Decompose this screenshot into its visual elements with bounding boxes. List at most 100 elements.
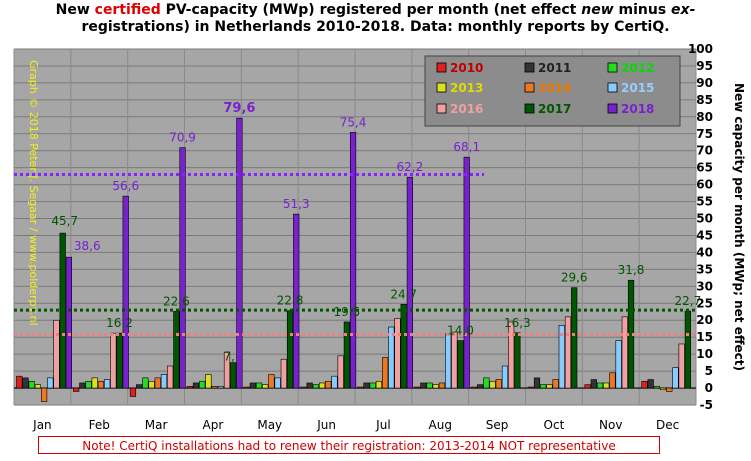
bar-2015-jan — [47, 377, 54, 389]
y-tick-label: 35 — [696, 262, 713, 276]
bar-2010-oct — [527, 386, 534, 389]
legend-label-2017: 2017 — [538, 102, 571, 116]
legend-label-2014: 2014 — [538, 81, 571, 95]
y-tick-label: 5 — [705, 364, 713, 378]
bar-2013-dec — [659, 387, 667, 391]
bar-2011-dec — [647, 379, 654, 389]
data-label-2017-mar: 22,6 — [163, 294, 190, 308]
bar-2015-aug — [445, 333, 452, 389]
bar-2017-sep — [514, 332, 521, 389]
y-tick-label: 95 — [696, 59, 713, 73]
bar-2010-feb — [73, 387, 80, 392]
bar-2012-jan — [28, 380, 35, 389]
bar-2018-jul — [406, 176, 414, 389]
data-label-2017-jun: 19,5 — [334, 305, 361, 319]
bar-2011-feb — [79, 382, 86, 389]
y-tick-label: 70 — [696, 144, 713, 158]
x-tick-label-aug: Aug — [429, 418, 452, 432]
bar-2016-aug — [451, 331, 458, 389]
bar-2014-jul — [381, 357, 389, 389]
y-tick-label: 25 — [696, 296, 713, 310]
legend-label-2012: 2012 — [621, 61, 654, 75]
y-tick-label: 80 — [696, 110, 713, 124]
legend-swatch-2014 — [524, 82, 535, 93]
bar-2018-may — [293, 213, 300, 389]
data-label-2017-oct: 29,6 — [561, 271, 588, 285]
bar-2013-sep — [489, 380, 496, 389]
data-label-2018-aug: 68,1 — [453, 140, 480, 154]
y-tick-label: 85 — [696, 93, 713, 107]
bar-2012-sep — [483, 377, 490, 389]
legend-swatch-2018 — [607, 103, 618, 114]
bar-2014-nov — [609, 372, 616, 389]
bar-2011-mar — [136, 384, 143, 389]
bar-2012-jul — [369, 382, 376, 389]
data-label-2017-nov: 31,8 — [618, 263, 645, 277]
bar-2012-oct — [540, 384, 547, 389]
title-line-1: New certified PV-capacity (MWp) register… — [55, 2, 696, 18]
bar-2018-jun — [349, 132, 357, 389]
bar-2016-jun — [337, 355, 344, 389]
y-tick-label: 30 — [696, 279, 713, 293]
bar-2011-apr — [192, 382, 200, 389]
data-label-2017-may: 22,8 — [277, 294, 304, 308]
bar-2017-oct — [571, 287, 578, 389]
reference-lines — [14, 172, 696, 336]
legend-swatch-2010 — [436, 62, 447, 73]
legend-swatch-2013 — [436, 82, 447, 93]
bar-2017-jul — [400, 304, 407, 389]
data-label-2018-apr: 79,6 — [223, 101, 255, 116]
bar-2011-sep — [477, 384, 484, 389]
bar-2015-may — [274, 377, 281, 389]
y-tick-label: 0 — [705, 381, 713, 395]
legend-label-2011: 2011 — [538, 61, 571, 75]
bar-2010-aug — [414, 386, 421, 389]
legend-swatch-2016 — [436, 103, 447, 114]
bar-2013-feb — [91, 377, 98, 389]
data-label-2017-dec: 22,7 — [675, 294, 702, 308]
bar-2010-jul — [357, 386, 364, 389]
bar-2013-jul — [375, 380, 383, 389]
bar-2010-apr — [186, 386, 193, 389]
x-tick-label-jun: Jun — [316, 418, 336, 432]
legend: 2010 2011 2012 2013 2014 2015 2016 2017 2018 — [424, 55, 681, 127]
bar-2014-apr — [211, 386, 218, 389]
x-tick-label-mar: Mar — [145, 418, 168, 432]
legend-swatch-2011 — [524, 62, 535, 73]
legend-label-2018: 2018 — [621, 102, 654, 116]
bar-2017-apr — [230, 362, 237, 389]
bar-2013-oct — [546, 384, 553, 389]
x-tick-labels: Jan Feb Mar Apr May Jun Jul Aug Sep Oct Nov Dec — [32, 418, 679, 432]
bar-2010-sep — [470, 386, 478, 389]
bar-2015-jun — [331, 375, 338, 389]
bar-2012-aug — [426, 382, 433, 389]
x-tick-label-feb: Feb — [89, 418, 110, 432]
data-label-2018-jan: 38,6 — [74, 239, 101, 253]
bar-2015-mar — [160, 374, 168, 389]
data-label-2017-apr: 7, — [223, 350, 234, 364]
y-tick-label: 75 — [696, 127, 713, 141]
data-label-2017-feb: 16,2 — [106, 316, 133, 330]
bar-2012-apr — [199, 380, 206, 389]
watermark-text: Graph © 2018 Peter J. Segaar / www.polde… — [27, 60, 40, 326]
watermark: Graph © 2018 Peter J. Segaar / www.polde… — [27, 60, 40, 326]
chart-title: New certified PV-capacity (MWp) register… — [0, 2, 751, 36]
y-tick-label: 10 — [696, 347, 713, 361]
bar-2017-aug — [457, 340, 464, 389]
bar-2011-oct — [533, 377, 541, 389]
data-label-2018-jul: 62,2 — [397, 160, 424, 174]
bar-2016-nov — [621, 316, 628, 389]
x-tick-label-apr: Apr — [203, 418, 224, 432]
bar-2018-jan — [65, 256, 72, 389]
bar-2014-sep — [495, 379, 502, 389]
bar-2016-jul — [394, 318, 401, 389]
bar-2017-dec — [684, 310, 691, 389]
x-tick-label-may: May — [257, 418, 282, 432]
bar-2016-apr — [223, 352, 231, 389]
x-tick-label-jul: Jul — [375, 418, 390, 432]
data-label-2018-may: 51,3 — [283, 197, 310, 211]
x-tick-label-nov: Nov — [599, 418, 622, 432]
bar-2010-may — [243, 386, 250, 389]
legend-swatch-2012 — [607, 62, 618, 73]
bar-2015-nov — [615, 340, 622, 389]
